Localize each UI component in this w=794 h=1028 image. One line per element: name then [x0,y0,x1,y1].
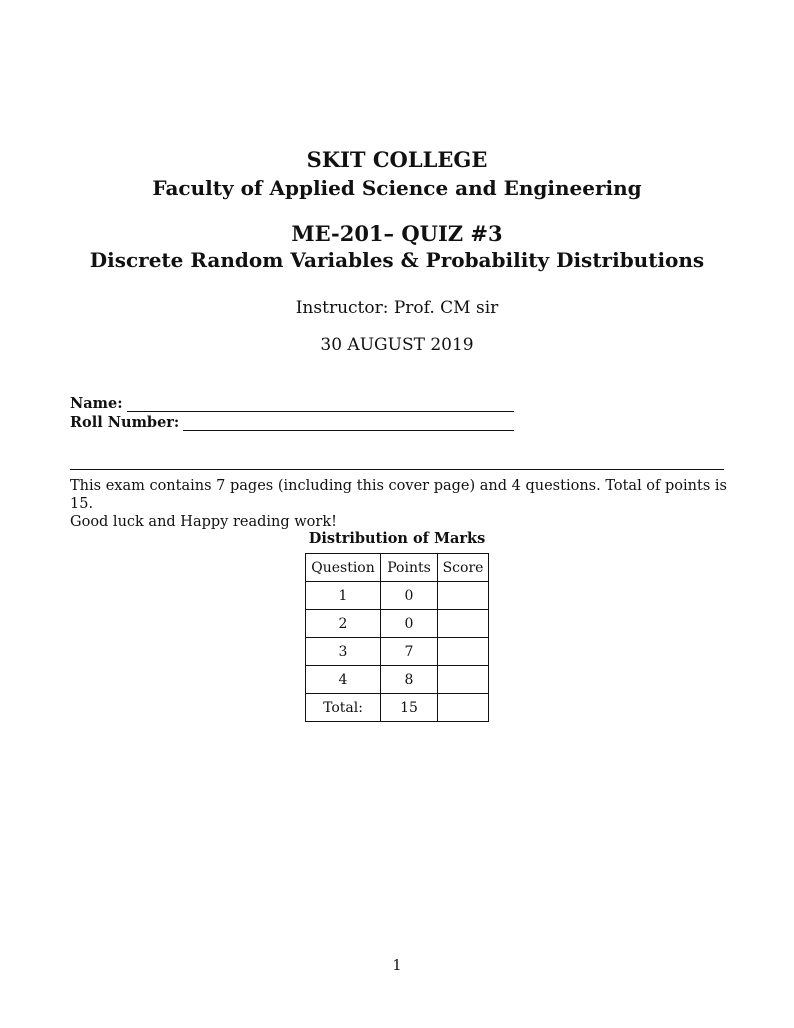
points-cell: 7 [380,637,438,666]
score-cell[interactable] [437,581,489,610]
total-label-cell: Total: [305,693,381,722]
question-cell: 1 [305,581,381,610]
total-points-cell: 15 [380,693,438,722]
table-row: 3 7 [305,637,489,666]
faculty-name: Faculty of Applied Science and Engineeri… [152,176,642,200]
points-cell: 0 [380,609,438,638]
quiz-topic: Discrete Random Variables & Probability … [89,248,705,272]
table-row: 2 0 [305,609,489,638]
page-number: 1 [392,958,402,974]
roll-number-blank-line[interactable] [183,416,515,431]
score-cell[interactable] [437,665,489,694]
table-caption: Distribution of Marks [308,530,486,547]
score-cell[interactable] [437,637,489,666]
name-label: Name: [70,395,123,412]
table-total-row: Total: 15 [305,693,489,722]
course-title: ME-201– QUIZ #3 [291,221,503,246]
question-cell: 4 [305,665,381,694]
question-cell: 2 [305,609,381,638]
name-blank-line[interactable] [126,397,514,412]
table-row: 1 0 [305,581,489,610]
header-score: Score [437,553,489,582]
question-cell: 3 [305,637,381,666]
exam-date: 30 AUGUST 2019 [320,335,474,355]
points-cell: 0 [380,581,438,610]
header-points: Points [380,553,438,582]
table-header-row: Question Points Score [305,553,489,582]
total-score-cell[interactable] [437,693,489,722]
name-field[interactable]: Name: [70,395,514,412]
instructor: Instructor: Prof. CM sir [295,298,499,318]
marks-table: Question Points Score 1 0 2 0 3 7 4 8 To… [305,553,489,722]
roll-number-label: Roll Number: [70,414,180,431]
score-cell[interactable] [437,609,489,638]
points-cell: 8 [380,665,438,694]
exam-instructions: This exam contains 7 pages (including th… [70,477,730,531]
instructions-line-1: This exam contains 7 pages (including th… [70,478,727,512]
header-question: Question [305,553,381,582]
college-name: SKIT COLLEGE [306,147,488,172]
roll-number-field[interactable]: Roll Number: [70,414,515,431]
instructions-line-2: Good luck and Happy reading work! [70,514,337,530]
horizontal-divider [70,469,724,470]
table-row: 4 8 [305,665,489,694]
